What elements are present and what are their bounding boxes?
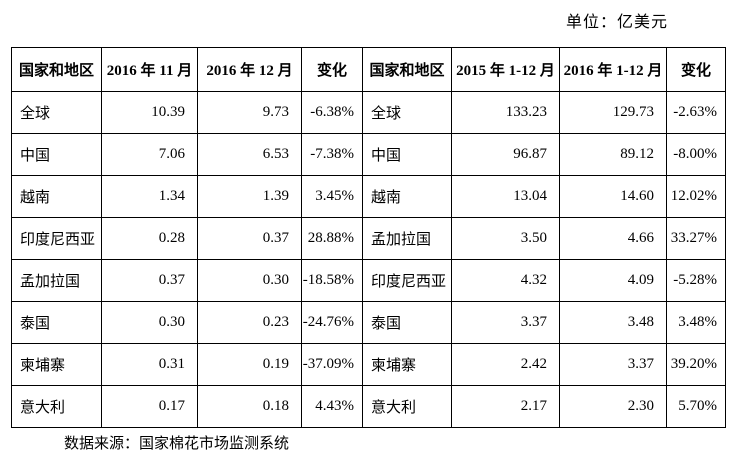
value-cell: 9.73 [197,91,302,134]
table-row: 柬埔寨 0.31 0.19 -37.09% 柬埔寨 2.42 3.37 39.20% [11,343,726,386]
value-cell: -2.63% [666,91,726,134]
value-cell: 96.87 [451,133,560,176]
value-cell: 4.09 [559,259,667,302]
value-cell: -5.28% [666,259,726,302]
country-cell: 印度尼西亚 [362,259,452,302]
value-cell: 2.30 [559,385,667,428]
value-cell: 4.43% [301,385,363,428]
value-cell: 129.73 [559,91,667,134]
value-cell: 3.37 [559,343,667,386]
cotton-trade-table: 国家和地区 2016 年 11 月 2016 年 12 月变化 国家和地区 2015 年… [11,47,726,428]
column-header: 变化 [666,47,726,92]
value-cell: 89.12 [559,133,667,176]
table-row: 中国 7.06 6.53 -7.38% 中国 96.87 89.12 -8.00% [11,133,726,176]
country-cell: 柬埔寨 [11,343,102,386]
column-header: 2016 年 11 月 [101,47,198,92]
table-row: 全球 10.39 9.73 -6.38% 全球 133.23 129.73 -2.63% [11,91,726,134]
value-cell: 0.17 [101,385,198,428]
value-cell: 0.23 [197,301,302,344]
column-header: 变化 [301,47,363,92]
value-cell: 1.34 [101,175,198,218]
value-cell: 6.53 [197,133,302,176]
value-cell: 4.66 [559,217,667,260]
value-cell: 133.23 [451,91,560,134]
value-cell: 0.18 [197,385,302,428]
value-cell: 1.39 [197,175,302,218]
column-header: 2015 年 1-12 月 [451,47,560,92]
column-header: 2016 年 12 月 [197,47,302,92]
column-header: 国家和地区 [11,47,102,92]
country-cell: 孟加拉国 [362,217,452,260]
value-cell: -6.38% [301,91,363,134]
country-cell: 越南 [362,175,452,218]
value-cell: 0.30 [101,301,198,344]
value-cell: 3.45% [301,175,363,218]
value-cell: 0.37 [101,259,198,302]
value-cell: 10.39 [101,91,198,134]
table-row: 印度尼西亚 0.28 0.37 28.88% 孟加拉国 3.50 4.66 33.27% [11,217,726,260]
country-cell: 中国 [11,133,102,176]
country-cell: 意大利 [362,385,452,428]
value-cell: 39.20% [666,343,726,386]
value-cell: 13.04 [451,175,560,218]
cotton-trade-table-container: 国家和地区 2016 年 11 月 2016 年 12 月变化 国家和地区 2015 年… [11,47,726,428]
country-cell: 越南 [11,175,102,218]
country-cell: 柬埔寨 [362,343,452,386]
value-cell: -24.76% [301,301,363,344]
country-cell: 意大利 [11,385,102,428]
value-cell: 0.37 [197,217,302,260]
value-cell: 0.31 [101,343,198,386]
country-cell: 全球 [11,91,102,134]
table-row: 孟加拉国 0.37 0.30 -18.58% 印度尼西亚 4.32 4.09 -5.28% [11,259,726,302]
table-row: 泰国 0.30 0.23 -24.76% 泰国 3.37 3.48 3.48% [11,301,726,344]
country-cell: 泰国 [11,301,102,344]
value-cell: -7.38% [301,133,363,176]
value-cell: 3.50 [451,217,560,260]
value-cell: 33.27% [666,217,726,260]
country-cell: 孟加拉国 [11,259,102,302]
country-cell: 中国 [362,133,452,176]
value-cell: 0.28 [101,217,198,260]
value-cell: 3.48 [559,301,667,344]
value-cell: 5.70% [666,385,726,428]
value-cell: 7.06 [101,133,198,176]
value-cell: 3.37 [451,301,560,344]
value-cell: 28.88% [301,217,363,260]
column-header: 2016 年 1-12 月 [559,47,667,92]
value-cell: 14.60 [559,175,667,218]
value-cell: 2.42 [451,343,560,386]
table-header-row: 国家和地区 2016 年 11 月 2016 年 12 月变化 国家和地区 2015 年… [11,47,726,92]
value-cell: 0.19 [197,343,302,386]
value-cell: 12.02% [666,175,726,218]
country-cell: 印度尼西亚 [11,217,102,260]
value-cell: 0.30 [197,259,302,302]
table-row: 意大利 0.17 0.18 4.43% 意大利 2.17 2.30 5.70% [11,385,726,428]
value-cell: -18.58% [301,259,363,302]
value-cell: -8.00% [666,133,726,176]
country-cell: 泰国 [362,301,452,344]
value-cell: 4.32 [451,259,560,302]
data-source-label: 数据来源：国家棉花市场监测系统 [64,436,290,452]
value-cell: 2.17 [451,385,560,428]
country-cell: 全球 [362,91,452,134]
unit-label: 单位：亿美元 [565,14,668,31]
table-row: 越南 1.34 1.39 3.45% 越南 13.04 14.60 12.02% [11,175,726,218]
value-cell: 3.48% [666,301,726,344]
value-cell: -37.09% [301,343,363,386]
column-header: 国家和地区 [362,47,452,92]
